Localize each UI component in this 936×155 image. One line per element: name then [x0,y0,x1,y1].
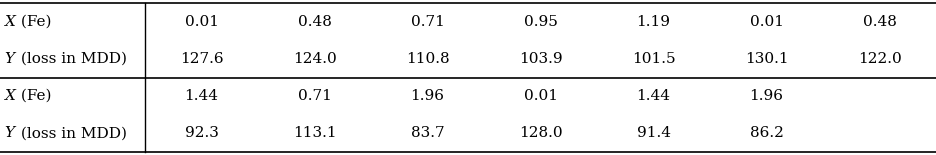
Text: 0.48: 0.48 [298,15,331,29]
Text: 127.6: 127.6 [180,52,224,66]
Text: 91.4: 91.4 [636,126,670,140]
Text: 1.44: 1.44 [184,89,219,103]
Text: (loss in MDD): (loss in MDD) [16,126,127,140]
Text: 0.01: 0.01 [184,15,219,29]
Text: 0.01: 0.01 [523,89,558,103]
Text: 0.95: 0.95 [523,15,558,29]
Text: Y: Y [5,126,15,140]
Text: 0.48: 0.48 [863,15,897,29]
Text: 1.44: 1.44 [636,89,670,103]
Text: (loss in MDD): (loss in MDD) [16,52,127,66]
Text: 122.0: 122.0 [857,52,901,66]
Text: 130.1: 130.1 [745,52,788,66]
Text: X: X [5,89,16,103]
Text: 92.3: 92.3 [184,126,218,140]
Text: 0.71: 0.71 [298,89,331,103]
Text: Y: Y [5,52,15,66]
Text: 1.96: 1.96 [411,89,445,103]
Text: 1.19: 1.19 [636,15,670,29]
Text: X: X [5,15,16,29]
Text: (Fe): (Fe) [16,89,51,103]
Text: 128.0: 128.0 [519,126,563,140]
Text: 124.0: 124.0 [293,52,336,66]
Text: 0.71: 0.71 [411,15,445,29]
Text: 110.8: 110.8 [405,52,449,66]
Text: 113.1: 113.1 [293,126,336,140]
Text: 103.9: 103.9 [519,52,563,66]
Text: 0.01: 0.01 [750,15,783,29]
Text: 86.2: 86.2 [750,126,783,140]
Text: 83.7: 83.7 [411,126,445,140]
Text: 1.96: 1.96 [750,89,783,103]
Text: (Fe): (Fe) [16,15,51,29]
Text: 101.5: 101.5 [632,52,676,66]
